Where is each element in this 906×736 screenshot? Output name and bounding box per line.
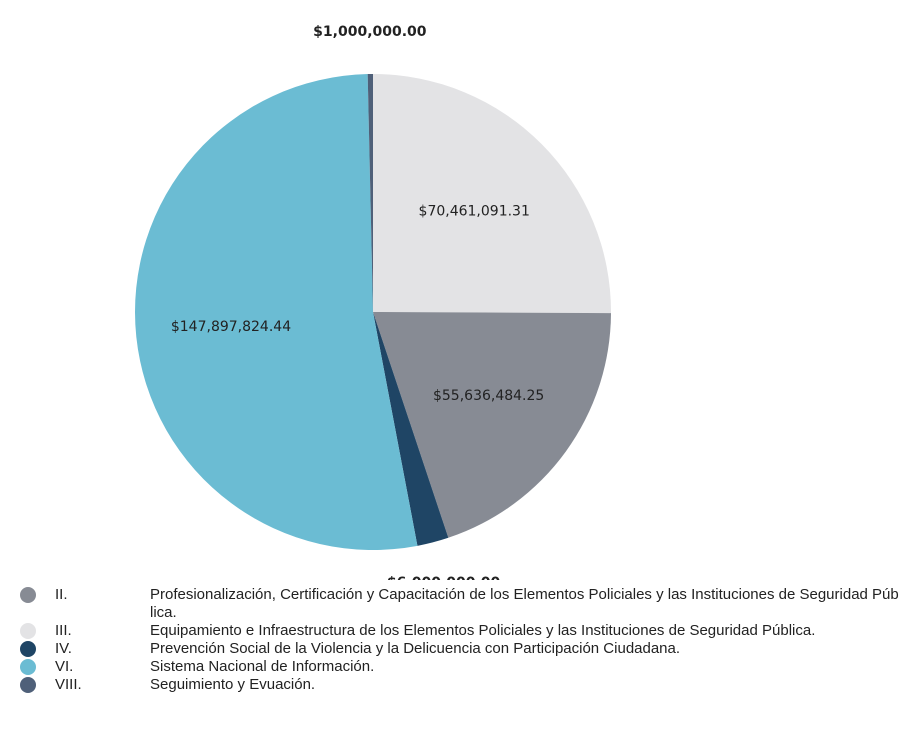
legend-swatch — [20, 587, 36, 603]
legend-number: VIII. — [55, 676, 82, 693]
legend-item: IV. Prevención Social de la Violencia y l… — [0, 640, 906, 658]
slice-label: $1,000,000.00 — [313, 24, 427, 40]
legend-number: II. — [55, 586, 68, 603]
pie-slice — [135, 74, 418, 550]
pie-slice — [367, 74, 373, 312]
legend-item: VIII. Seguimiento y Evuación. — [0, 676, 906, 694]
chart: $70,461,091.31 $55,636,484.25 $6,000,000.0… — [135, 24, 611, 580]
legend-label: Equipamiento e Infraestructura de los El… — [150, 622, 816, 639]
legend-label: Sistema Nacional de Información. — [150, 658, 375, 675]
legend-label: Profesionalización, Certificación y Capa… — [150, 586, 899, 621]
legend-label: Seguimiento y Evuación. — [150, 676, 316, 693]
legend-number: III. — [55, 622, 72, 639]
slice-label: $55,636,484.25 — [433, 388, 544, 404]
legend-number: VI. — [55, 658, 74, 675]
pie-slice — [373, 74, 611, 314]
legend-swatch — [20, 677, 36, 693]
slice-label: $70,461,091.31 — [419, 203, 530, 219]
legend-item: VI. Sistema Nacional de Información. — [0, 658, 906, 676]
slice-label: $6,000,000.00 — [387, 575, 501, 580]
legend-swatch — [20, 659, 36, 675]
legend-swatch — [20, 641, 36, 657]
legend-number: IV. — [55, 640, 72, 657]
slice-label: $147,897,824.44 — [171, 319, 291, 335]
legend-label: Prevención Social de la Violencia y la D… — [150, 640, 681, 657]
pie-slice — [373, 312, 449, 546]
legend-swatch — [20, 623, 36, 639]
legend: II. Profesionalización, Certificación y C… — [0, 586, 906, 694]
legend-item: II. Profesionalización, Certificación y C… — [0, 586, 906, 622]
pie-slice — [373, 312, 611, 538]
legend-item: III. Equipamiento e Infraestructura de lo… — [0, 622, 906, 640]
